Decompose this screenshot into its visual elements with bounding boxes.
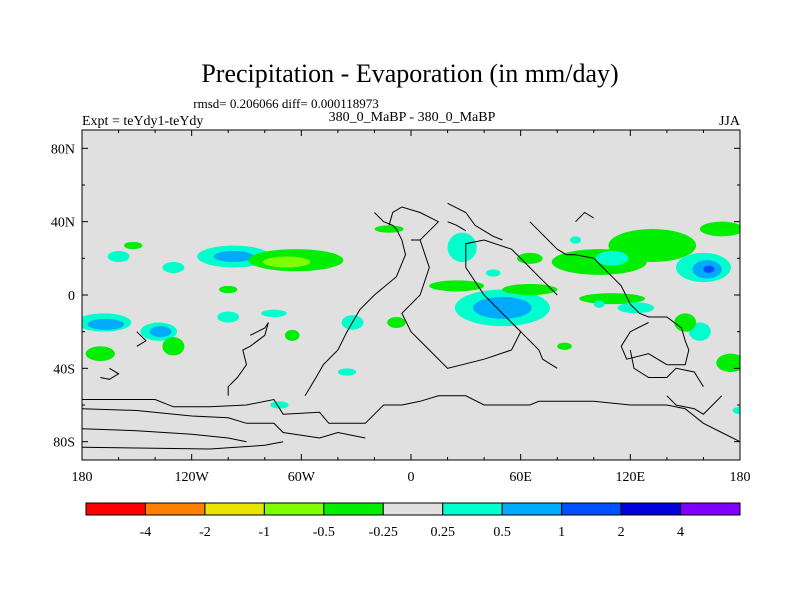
coastline xyxy=(529,221,690,366)
colorbar-swatch xyxy=(620,502,682,516)
anomaly-region xyxy=(149,326,172,338)
x-tick-label: 60E xyxy=(509,470,532,485)
season-label: JJA xyxy=(719,114,741,129)
anomaly-region xyxy=(270,401,289,409)
anomaly-region xyxy=(447,232,477,262)
anomaly-region xyxy=(213,251,254,262)
anomaly-region xyxy=(699,221,740,237)
colorbar-label: 1 xyxy=(558,525,565,540)
x-tick-label: 120E xyxy=(616,470,646,485)
anomaly-region xyxy=(674,313,697,332)
x-tick-label: 0 xyxy=(408,470,415,485)
anomaly-region xyxy=(261,309,287,318)
anomaly-region xyxy=(593,300,605,308)
y-tick-label: 40S xyxy=(53,362,75,377)
anomaly-region xyxy=(87,318,125,330)
anomaly-region xyxy=(162,262,185,273)
center-label: 380_0_MaBP - 380_0_MaBP xyxy=(329,110,496,125)
anomaly-region xyxy=(429,280,485,292)
anomaly-region xyxy=(732,406,740,415)
anomaly-region xyxy=(124,241,143,250)
colorbar-label: -1 xyxy=(259,525,271,540)
y-tick-label: 80N xyxy=(51,142,75,157)
anomaly-region xyxy=(703,265,715,274)
map-background xyxy=(82,130,740,460)
anomaly-region xyxy=(716,353,740,372)
anomaly-region xyxy=(219,285,238,294)
colorbar-swatch xyxy=(501,502,563,516)
coastline xyxy=(100,367,120,380)
anomaly-region xyxy=(284,329,300,341)
coastline xyxy=(447,202,503,241)
anomaly-region xyxy=(502,284,558,295)
anomaly-region xyxy=(608,229,697,262)
coastline xyxy=(82,395,740,443)
anomaly-region xyxy=(217,311,240,323)
anomaly-region xyxy=(85,346,115,361)
colorbar-label: -0.25 xyxy=(369,525,398,540)
experiment-label: Expt = teYdy1-teYdy xyxy=(82,114,203,129)
anomaly-region xyxy=(107,251,130,262)
chart-title: Precipitation - Evaporation (in mm/day) xyxy=(201,59,618,88)
anomaly-region xyxy=(617,302,655,314)
anomaly-region xyxy=(595,251,629,266)
coastline xyxy=(82,441,284,450)
anomaly-region xyxy=(570,236,581,244)
colorbar-label: 0.5 xyxy=(493,525,511,540)
map-axes: 180 120W 60W 0 60E 120E 180 80N 40N 0 40S 80S xyxy=(51,129,751,485)
x-tick-label: 180 xyxy=(72,470,93,485)
map-area xyxy=(82,130,740,460)
anomaly-region xyxy=(485,269,501,277)
coastline xyxy=(82,408,366,439)
y-tick-label: 0 xyxy=(68,289,75,304)
coastline xyxy=(666,395,723,415)
x-tick-label: 180 xyxy=(730,470,751,485)
coastline xyxy=(304,212,407,397)
anomaly-region xyxy=(374,225,404,233)
colorbar-swatch xyxy=(144,502,206,516)
colorbar-swatch xyxy=(85,502,146,516)
colorbar: -4 -2 -1 -0.5 -0.25 0.25 0.5 1 2 4 xyxy=(85,502,741,540)
x-tick-label: 120W xyxy=(175,470,210,485)
coastline xyxy=(136,331,147,347)
coastline xyxy=(629,349,704,387)
coastline xyxy=(401,239,558,369)
coastline xyxy=(447,221,467,232)
anomaly-region xyxy=(557,342,572,351)
coastline xyxy=(388,206,440,241)
colorbar-label: -2 xyxy=(199,525,211,540)
y-tick-label: 40N xyxy=(51,216,75,231)
colorbar-swatch xyxy=(561,502,622,516)
colorbar-swatch xyxy=(382,502,444,516)
coastline xyxy=(227,322,269,396)
coastline xyxy=(82,428,247,443)
coastline xyxy=(575,211,595,223)
colorbar-label: 2 xyxy=(618,525,625,540)
colorbar-swatch xyxy=(442,502,503,516)
stats-line: rmsd= 0.206066 diff= 0.000118973 xyxy=(193,96,378,111)
colorbar-swatch xyxy=(680,502,741,516)
colorbar-label: -4 xyxy=(140,525,152,540)
x-tick-label: 60W xyxy=(288,470,316,485)
anomaly-region xyxy=(262,256,311,268)
anomaly-region xyxy=(162,337,185,356)
colorbar-swatch xyxy=(263,502,325,516)
colorbar-swatch xyxy=(204,502,265,516)
colorbar-label: 0.25 xyxy=(430,525,455,540)
anomaly-region xyxy=(387,317,406,328)
y-tick-label: 80S xyxy=(53,436,75,451)
coastline xyxy=(511,322,558,369)
anomaly-region xyxy=(473,296,532,319)
anomaly-region xyxy=(337,368,357,376)
colorbar-label: 4 xyxy=(677,525,684,540)
colorbar-label: -0.5 xyxy=(313,525,335,540)
map-content xyxy=(82,202,740,450)
colorbar-swatch xyxy=(323,502,384,516)
